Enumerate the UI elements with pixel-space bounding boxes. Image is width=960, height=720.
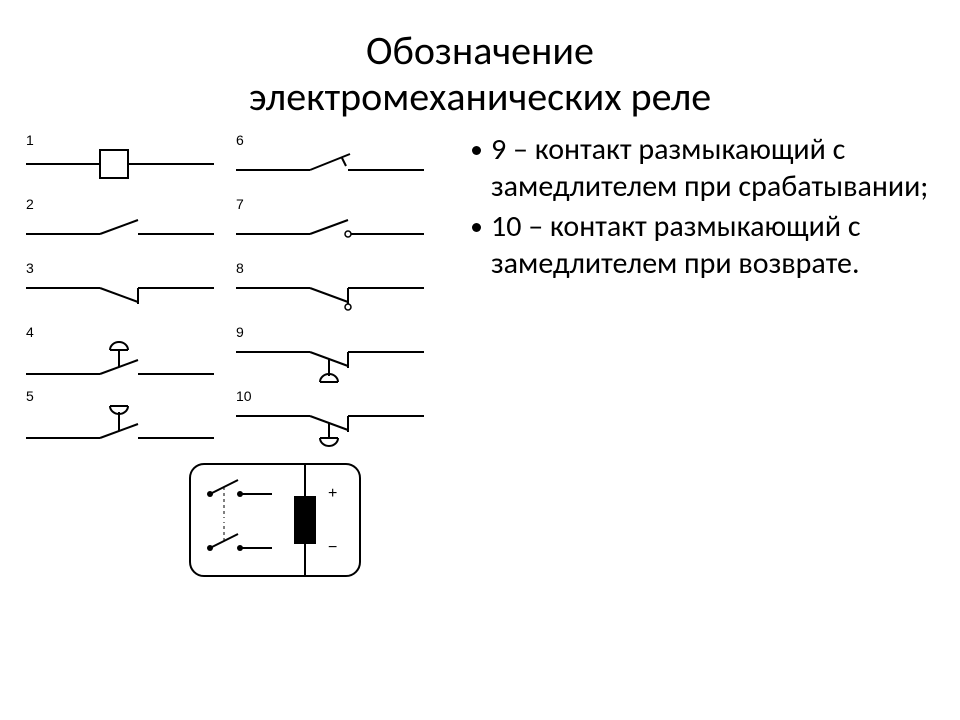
nc-contact-icon — [20, 270, 220, 316]
no-contact-icon — [20, 206, 220, 252]
bullet-text-2: 10 – контакт размыкающий с замедлителем … — [491, 209, 940, 282]
symbol-row-8: 8 — [230, 260, 430, 324]
plus-label: + — [328, 485, 337, 502]
slide-title: Обозначение электромеханических реле — [0, 0, 960, 120]
symbol-row-7: 7 — [230, 196, 430, 260]
symbol-row-4: 4 — [20, 324, 220, 388]
bullet-item-1: 9 – контакт размыкающий с замедлителем п… — [472, 132, 940, 205]
symbol-row-5: 5 — [20, 388, 220, 452]
no-contact-dot-icon — [230, 206, 430, 252]
bullet-item-2: 10 – контакт размыкающий с замедлителем … — [472, 209, 940, 282]
no-delay-return-icon — [20, 398, 220, 450]
no-contact-alt-icon — [230, 142, 430, 188]
symbol-row-6: 6 — [230, 132, 430, 196]
nc-delay-return-icon — [230, 398, 430, 454]
relay-diagram-icon: + − — [180, 456, 380, 586]
minus-label: − — [328, 539, 337, 556]
symbol-row-3: 3 — [20, 260, 220, 324]
symbol-column-left: 1 2 — [20, 132, 220, 452]
bullet-dot-icon — [472, 223, 481, 232]
diagram-area: 1 2 — [20, 132, 450, 591]
bullet-list: 9 – контакт размыкающий с замедлителем п… — [450, 132, 940, 591]
symbol-row-9: 9 — [230, 324, 430, 388]
title-line-1: Обозначение — [0, 28, 960, 74]
nc-delay-operate-icon — [230, 334, 430, 390]
bullet-text-1: 9 – контакт размыкающий с замедлителем п… — [491, 132, 940, 205]
coil-icon — [20, 142, 220, 188]
symbol-column-right: 6 7 — [230, 132, 430, 452]
no-delay-operate-icon — [20, 334, 220, 386]
symbol-columns: 1 2 — [20, 132, 450, 452]
symbol-row-2: 2 — [20, 196, 220, 260]
symbol-row-10: 10 — [230, 388, 430, 452]
symbol-row-1: 1 — [20, 132, 220, 196]
bullet-dot-icon — [472, 146, 481, 155]
relay-diagram: + − — [180, 456, 450, 591]
title-line-2: электромеханических реле — [0, 74, 960, 120]
content-area: 1 2 — [0, 120, 960, 591]
nc-contact-dot-icon — [230, 270, 430, 316]
